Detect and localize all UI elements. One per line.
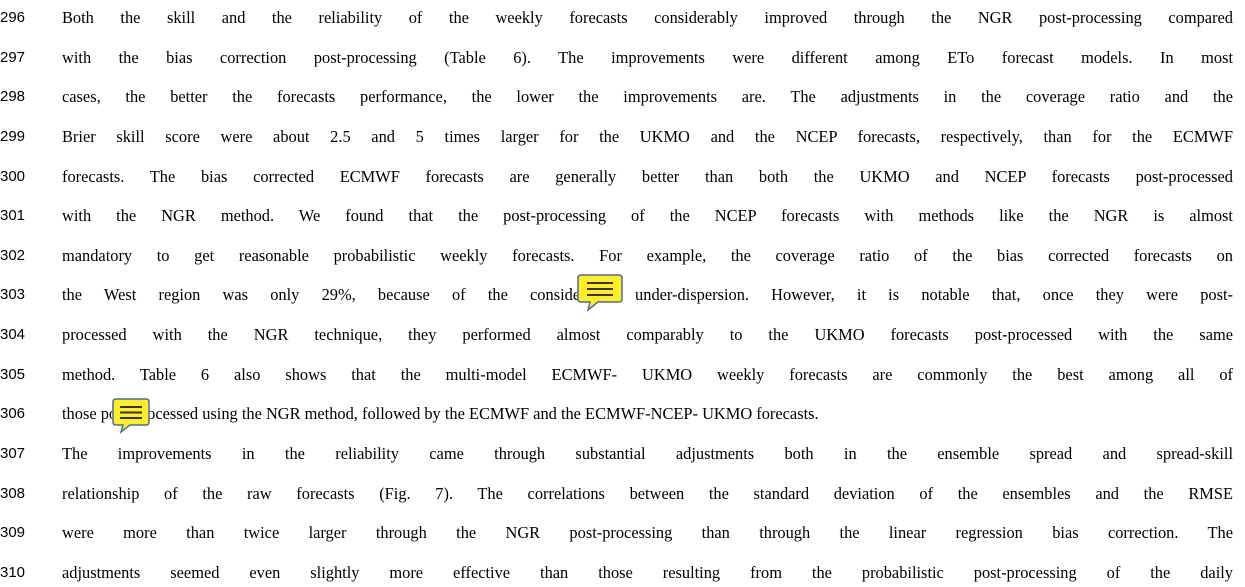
line-number: 299 bbox=[0, 127, 26, 145]
comment-icon[interactable] bbox=[111, 397, 151, 435]
line-number: 310 bbox=[0, 563, 26, 581]
line-number: 307 bbox=[0, 445, 26, 463]
text-line: relationship of the raw forecasts (Fig. … bbox=[62, 483, 1233, 503]
text-line: forecasts. The bias corrected ECMWF fore… bbox=[62, 166, 1233, 186]
text-line: method. Table 6 also shows that the mult… bbox=[62, 364, 1233, 384]
text-line: mandatory to get reasonable probabilisti… bbox=[62, 245, 1233, 265]
line-number: 305 bbox=[0, 365, 26, 383]
line-number: 297 bbox=[0, 48, 26, 66]
line-number: 304 bbox=[0, 326, 26, 344]
text-line: were more than twice larger through the … bbox=[62, 523, 1233, 543]
text-line: adjustments seemed even slightly more ef… bbox=[62, 562, 1233, 582]
line-number: 308 bbox=[0, 484, 26, 502]
line-number: 309 bbox=[0, 524, 26, 542]
line-number: 303 bbox=[0, 286, 26, 304]
text-line: the West region was only 29%, because of… bbox=[62, 285, 1233, 305]
text-line: Brier skill score were about 2.5 and 5 t… bbox=[62, 126, 1233, 146]
comment-icon[interactable] bbox=[576, 273, 624, 313]
line-number: 302 bbox=[0, 246, 26, 264]
line-number: 298 bbox=[0, 88, 26, 106]
line-number: 300 bbox=[0, 167, 26, 185]
text-line: with the NGR method. We found that the p… bbox=[62, 206, 1233, 226]
text-line: processed with the NGR technique, they p… bbox=[62, 325, 1233, 345]
line-number: 296 bbox=[0, 9, 26, 26]
line-number: 301 bbox=[0, 207, 26, 225]
text-line: with the bias correction post-processing… bbox=[62, 47, 1233, 67]
line-number: 306 bbox=[0, 405, 26, 423]
text-line: Both the skill and the reliability of th… bbox=[62, 8, 1233, 27]
text-line: The improvements in the reliability came… bbox=[62, 444, 1233, 464]
text-line: those post-processed using the NGR metho… bbox=[62, 404, 819, 424]
text-line: cases, the better the forecasts performa… bbox=[62, 87, 1233, 107]
